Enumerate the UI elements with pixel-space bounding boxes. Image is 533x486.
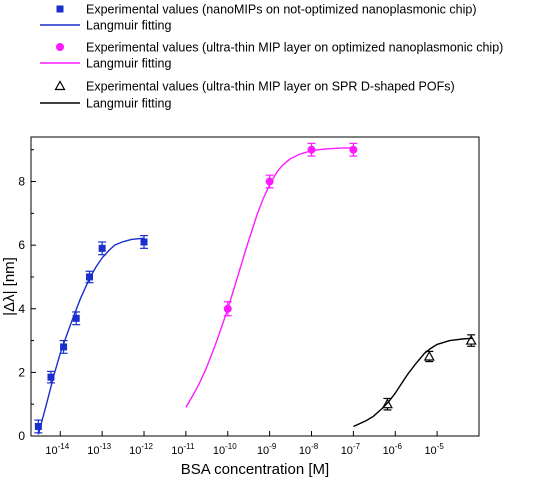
x-tick-label: 10-9 <box>257 442 277 457</box>
series-2 <box>223 142 358 317</box>
x-tick-base: 10 <box>45 445 57 457</box>
legend-item: Langmuir fitting <box>40 57 172 71</box>
x-tick-base: 10 <box>424 445 436 457</box>
x-tick-exponent: -12 <box>141 442 153 451</box>
legend: Experimental values (nanoMIPs on not-opt… <box>40 3 503 111</box>
x-axis-title: BSA concentration [M] <box>181 461 329 478</box>
data-point <box>140 238 148 246</box>
x-tick-base: 10 <box>87 445 99 457</box>
x-tick-base: 10 <box>213 445 225 457</box>
legend-label: Experimental values (ultra-thin MIP laye… <box>86 80 455 94</box>
x-tick-base: 10 <box>299 445 311 457</box>
x-tick-base: 10 <box>129 445 141 457</box>
legend-item: Experimental values (ultra-thin MIP laye… <box>56 41 503 55</box>
data-point <box>465 334 477 345</box>
x-tick-base: 10 <box>257 445 269 457</box>
fit-line <box>185 147 354 408</box>
data-point <box>60 343 68 351</box>
fit-line <box>353 337 473 428</box>
x-tick-base: 10 <box>171 445 183 457</box>
x-tick-exponent: -6 <box>395 442 403 451</box>
legend-item: Langmuir fitting <box>40 97 172 111</box>
series-1 <box>37 237 145 435</box>
legend-label: Langmuir fitting <box>86 19 172 33</box>
x-tick-label: 10-14 <box>45 442 69 457</box>
x-tick-label: 10-13 <box>87 442 111 457</box>
x-tick-exponent: -7 <box>353 442 361 451</box>
series-5 <box>353 337 473 428</box>
data-point <box>265 177 274 186</box>
plot-frame <box>30 136 480 437</box>
legend-swatch-marker <box>54 80 66 91</box>
series-4 <box>381 334 477 411</box>
x-tick-base: 10 <box>341 445 353 457</box>
data-point <box>349 145 358 154</box>
legend-label: Langmuir fitting <box>86 97 172 111</box>
x-tick-label: 10-7 <box>341 442 361 457</box>
x-tick-base: 10 <box>383 445 395 457</box>
legend-item: Experimental values (ultra-thin MIP laye… <box>54 80 455 94</box>
y-tick-label: 2 <box>18 365 25 379</box>
y-axis-ticks: 0 2 4 6 8 <box>18 149 36 443</box>
y-tick-label: 4 <box>18 302 25 316</box>
fit-line <box>37 237 145 435</box>
x-tick-exponent: -14 <box>58 442 70 451</box>
x-tick-label: 10-12 <box>129 442 153 457</box>
legend-swatch-marker <box>56 5 64 13</box>
x-tick-label: 10-5 <box>424 442 444 457</box>
x-tick-exponent: -11 <box>184 442 196 451</box>
series-0 <box>34 235 149 434</box>
x-tick-exponent: -5 <box>437 442 445 451</box>
data-point <box>47 373 55 381</box>
y-tick-label: 8 <box>18 175 25 189</box>
legend-label: Langmuir fitting <box>86 57 172 71</box>
plot-area <box>34 142 477 435</box>
data-point <box>86 273 94 281</box>
x-tick-exponent: -8 <box>311 442 319 451</box>
y-tick-label: 6 <box>18 238 25 252</box>
legend-item: Langmuir fitting <box>40 19 172 33</box>
x-tick-exponent: -10 <box>225 442 237 451</box>
x-tick-label: 10-11 <box>171 442 195 457</box>
data-point <box>423 350 435 361</box>
y-axis-title: |Δλ| [nm] <box>1 257 18 316</box>
legend-item: Experimental values (nanoMIPs on not-opt… <box>56 3 476 17</box>
legend-label: Experimental values (ultra-thin MIP laye… <box>86 41 503 55</box>
x-tick-label: 10-6 <box>383 442 403 457</box>
y-tick-label: 0 <box>18 429 25 443</box>
data-point <box>34 422 42 430</box>
x-tick-exponent: -13 <box>99 442 111 451</box>
data-point <box>98 244 106 252</box>
x-tick-exponent: -9 <box>269 442 277 451</box>
series-3 <box>185 147 354 408</box>
x-axis-ticks: 10-14 10-13 10-12 10-11 10-10 10-9 10-8 10-7 10-… <box>45 431 444 457</box>
legend-label: Experimental values (nanoMIPs on not-opt… <box>86 3 476 17</box>
x-tick-label: 10-8 <box>299 442 319 457</box>
legend-swatch-marker <box>56 43 64 51</box>
x-tick-label: 10-10 <box>213 442 237 457</box>
data-point <box>72 314 80 322</box>
